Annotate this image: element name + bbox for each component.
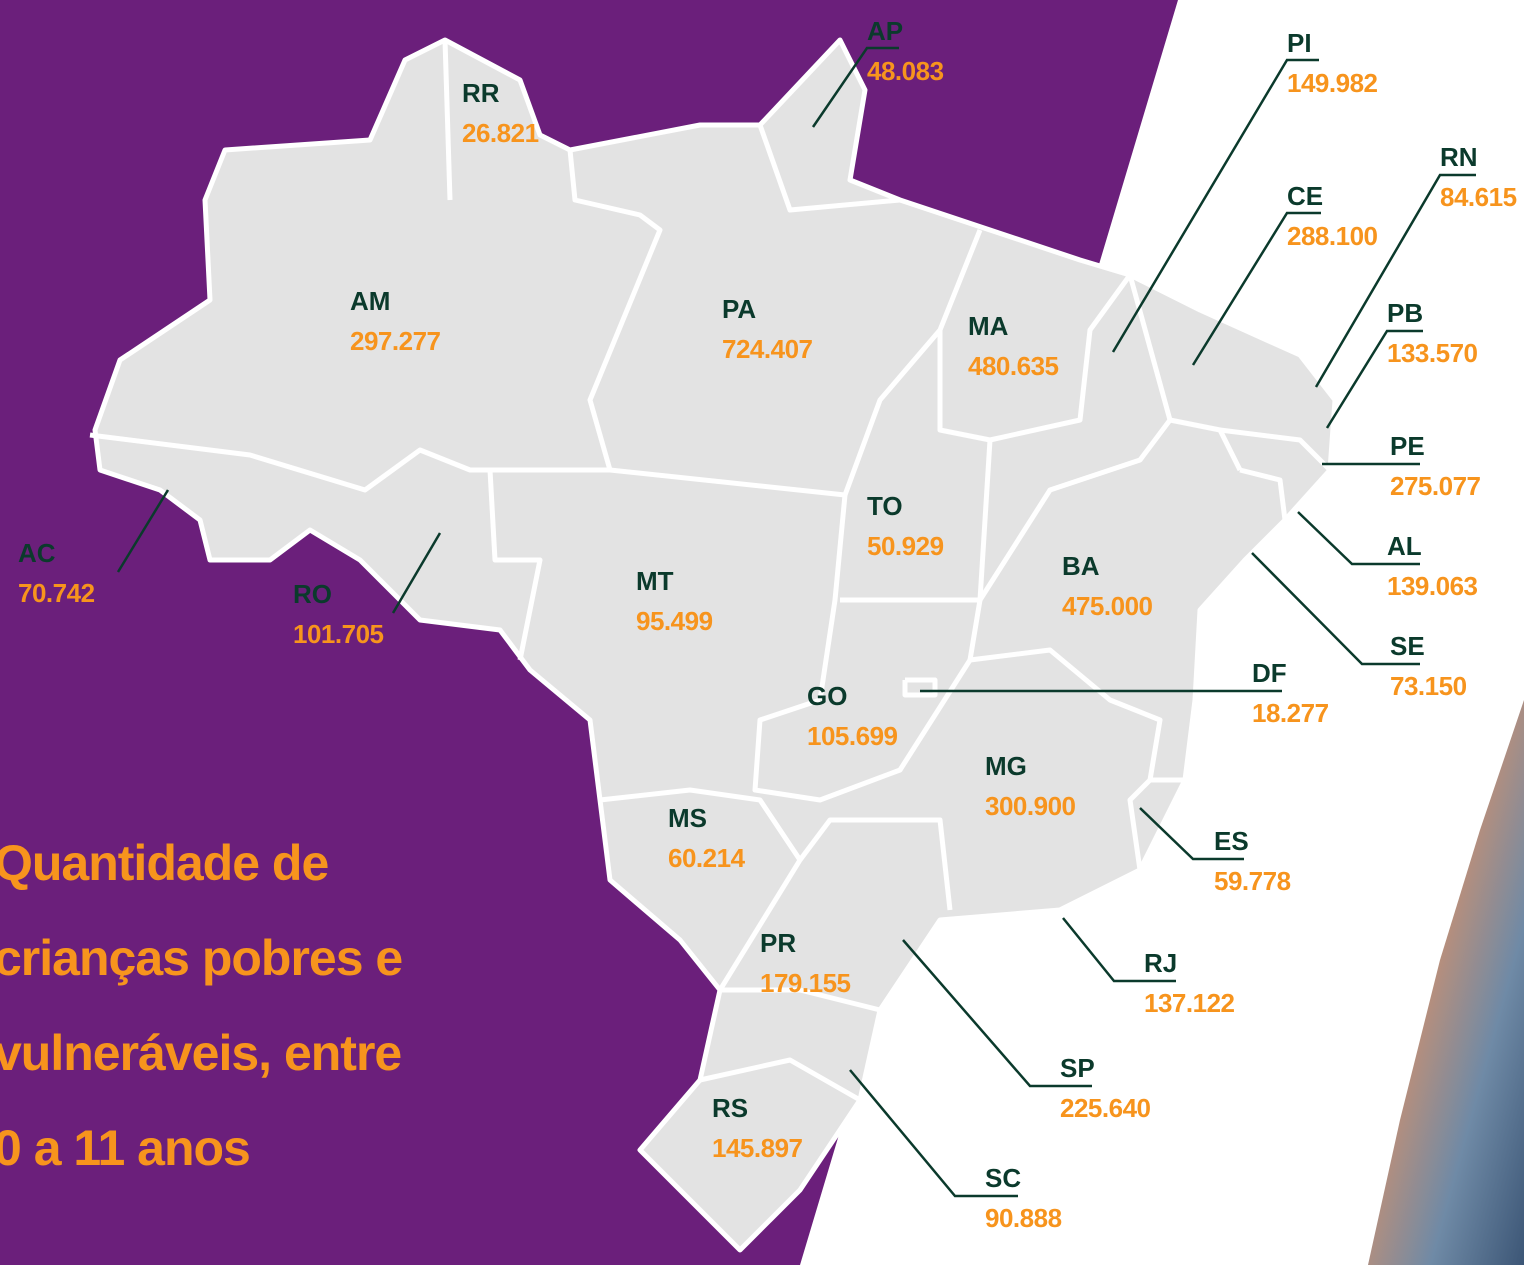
state-code: TO xyxy=(867,491,903,521)
state-code: SP xyxy=(1060,1053,1095,1083)
title-line: crianças pobres e xyxy=(0,930,402,986)
state-code: RN xyxy=(1440,142,1478,172)
state-code: SC xyxy=(985,1163,1021,1193)
state-code: GO xyxy=(807,681,847,711)
state-code: SE xyxy=(1390,631,1425,661)
state-code: RJ xyxy=(1144,948,1177,978)
state-value: 149.982 xyxy=(1287,68,1378,98)
state-code: AP xyxy=(867,16,903,46)
state-code: PB xyxy=(1387,298,1423,328)
state-value: 139.063 xyxy=(1387,571,1478,601)
state-code: AC xyxy=(18,538,56,568)
state-value: 300.900 xyxy=(985,791,1076,821)
state-code: MA xyxy=(968,311,1009,341)
state-value: 95.499 xyxy=(636,606,713,636)
title-line: Quantidade de xyxy=(0,835,328,891)
state-code: RO xyxy=(293,579,332,609)
state-code: PI xyxy=(1287,28,1312,58)
state-code: MT xyxy=(636,566,674,596)
state-code: ES xyxy=(1214,826,1249,856)
state-code: RS xyxy=(712,1093,748,1123)
state-code: PA xyxy=(722,294,756,324)
title-line: 0 a 11 anos xyxy=(0,1120,250,1176)
state-value: 59.778 xyxy=(1214,866,1291,896)
state-code: PR xyxy=(760,928,796,958)
state-code: DF xyxy=(1252,658,1287,688)
state-value: 50.929 xyxy=(867,531,944,561)
state-value: 105.699 xyxy=(807,721,898,751)
state-value: 137.122 xyxy=(1144,988,1235,1018)
state-value: 73.150 xyxy=(1390,671,1467,701)
state-value: 225.640 xyxy=(1060,1093,1151,1123)
state-code: AM xyxy=(350,286,390,316)
page: {"title_lines": ["Quantidade de", "crian… xyxy=(0,0,1524,1265)
state-value: 84.615 xyxy=(1440,182,1517,212)
map-infographic: Quantidade de crianças pobres e vulnerávei… xyxy=(0,0,1524,1265)
state-value: 90.888 xyxy=(985,1203,1062,1233)
photo xyxy=(1368,700,1524,1265)
state-value: 724.407 xyxy=(722,334,813,364)
state-value: 475.000 xyxy=(1062,591,1153,621)
state-value: 101.705 xyxy=(293,619,384,649)
state-value: 18.277 xyxy=(1252,698,1329,728)
state-code: PE xyxy=(1390,431,1425,461)
state-code: AL xyxy=(1387,531,1422,561)
state-value: 60.214 xyxy=(668,843,746,873)
title-line: vulneráveis, entre xyxy=(0,1025,401,1081)
state-code: CE xyxy=(1287,181,1323,211)
state-value: 133.570 xyxy=(1387,338,1478,368)
state-value: 288.100 xyxy=(1287,221,1378,251)
state-code: RR xyxy=(462,78,500,108)
state-code: MG xyxy=(985,751,1027,781)
state-code: MS xyxy=(668,803,707,833)
state-value: 145.897 xyxy=(712,1133,803,1163)
state-value: 275.077 xyxy=(1390,471,1481,501)
state-value: 179.155 xyxy=(760,968,851,998)
state-code: BA xyxy=(1062,551,1100,581)
state-value: 48.083 xyxy=(867,56,944,86)
state-value: 297.277 xyxy=(350,326,441,356)
state-value: 480.635 xyxy=(968,351,1059,381)
state-value: 26.821 xyxy=(462,118,539,148)
state-value: 70.742 xyxy=(18,578,95,608)
